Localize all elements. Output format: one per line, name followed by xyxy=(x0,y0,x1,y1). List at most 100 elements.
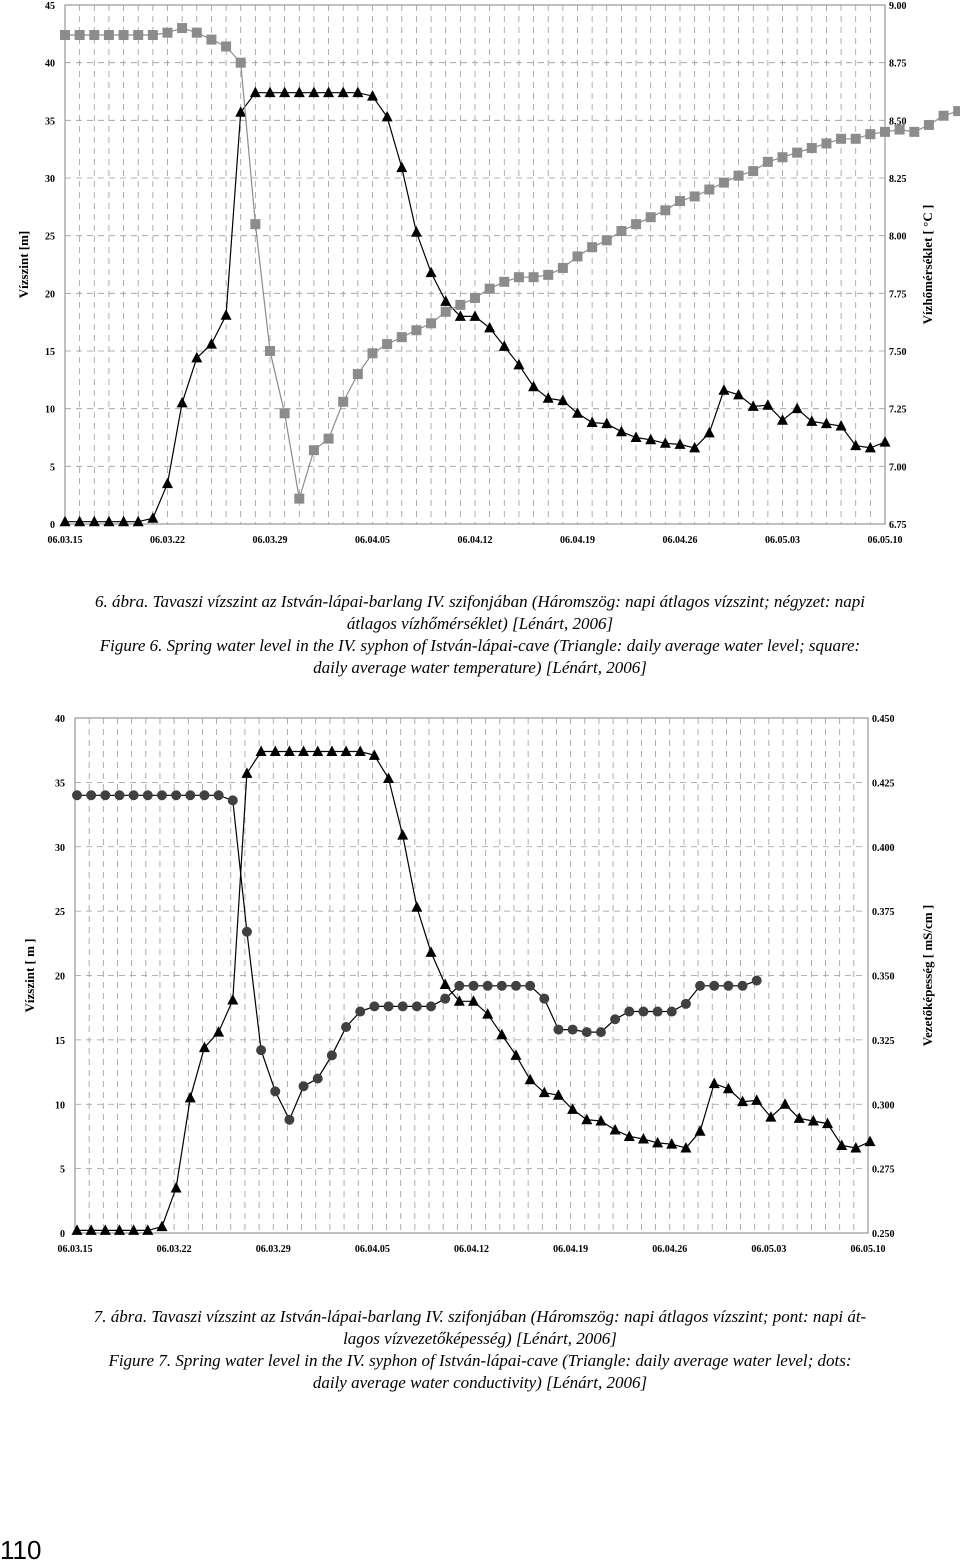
y2-tick-label: 9.00 xyxy=(889,1,907,12)
data-point-dot xyxy=(326,1050,337,1061)
data-point-triangle xyxy=(666,1138,678,1149)
data-point-square xyxy=(587,242,598,253)
x-tick-label: 06.03.22 xyxy=(157,1244,192,1255)
data-point-square xyxy=(484,283,495,294)
data-point-dot xyxy=(723,980,734,991)
data-point-triangle xyxy=(864,1135,876,1147)
data-point-square xyxy=(352,369,363,380)
data-point-triangle xyxy=(694,1125,706,1136)
y-tick-label: 30 xyxy=(55,843,65,854)
data-point-square xyxy=(294,493,305,504)
data-point-dot xyxy=(100,790,111,801)
y-tick-label: 30 xyxy=(45,174,55,185)
data-point-dot xyxy=(341,1022,352,1032)
data-point-triangle xyxy=(864,441,876,453)
y2-tick-label: 7.25 xyxy=(889,405,907,416)
x-tick-label: 06.03.15 xyxy=(48,535,83,546)
data-point-triangle xyxy=(162,477,173,489)
data-point-triangle xyxy=(323,86,335,98)
data-point-triangle xyxy=(184,1091,196,1103)
data-point-triangle xyxy=(425,266,437,278)
y2-tick-label: 8.00 xyxy=(889,232,907,243)
y2-tick-label: 8.50 xyxy=(889,116,907,127)
data-point-square xyxy=(89,29,100,40)
data-point-triangle xyxy=(615,425,627,437)
data-point-square xyxy=(572,251,583,262)
caption-line: lagos vízvezetőképesség) [Lénárt, 2006] xyxy=(343,1329,617,1348)
data-point-square xyxy=(162,27,173,38)
data-point-dot xyxy=(355,1006,366,1017)
data-point-triangle xyxy=(340,745,352,756)
data-point-square xyxy=(850,133,861,144)
data-point-dot xyxy=(213,790,224,801)
data-point-triangle xyxy=(59,515,71,527)
y-tick-label: 5 xyxy=(60,1165,65,1176)
x-tick-label: 06.03.22 xyxy=(150,535,185,546)
data-point-triangle xyxy=(820,417,832,429)
data-point-triangle xyxy=(793,1112,805,1123)
y2-tick-label: 0.275 xyxy=(872,1165,895,1176)
data-point-square xyxy=(74,29,85,40)
data-point-triangle xyxy=(235,106,247,117)
y-tick-label: 10 xyxy=(55,1100,65,1111)
data-point-dot xyxy=(411,1001,422,1012)
data-point-triangle xyxy=(659,437,671,448)
data-point-triangle xyxy=(747,400,759,411)
data-point-square xyxy=(557,262,568,273)
data-point-triangle xyxy=(397,829,409,840)
data-point-triangle xyxy=(469,310,481,321)
figure-7-caption: 7. ábra. Tavaszi vízszint az István-lápa… xyxy=(0,1306,960,1394)
data-point-triangle xyxy=(836,1139,848,1150)
data-point-triangle xyxy=(367,90,378,101)
data-point-square xyxy=(806,143,817,154)
y-tick-label: 35 xyxy=(55,778,65,789)
x-tick-label: 06.04.26 xyxy=(663,535,698,546)
data-point-dot xyxy=(128,790,139,801)
data-point-triangle xyxy=(777,414,788,425)
data-point-dot xyxy=(369,1001,380,1012)
data-point-square xyxy=(440,306,451,317)
data-point-square xyxy=(147,29,158,40)
data-point-triangle xyxy=(88,515,100,527)
data-point-square xyxy=(953,106,960,117)
data-point-triangle xyxy=(674,438,686,449)
data-point-dot xyxy=(241,926,252,937)
data-point-dot xyxy=(72,790,82,801)
data-point-triangle xyxy=(383,772,395,784)
data-point-triangle xyxy=(791,402,803,414)
data-point-square xyxy=(923,119,934,130)
x-tick-label: 06.03.15 xyxy=(58,1244,93,1255)
data-point-triangle xyxy=(737,1095,749,1107)
data-point-triangle xyxy=(538,1086,550,1098)
data-point-triangle xyxy=(425,946,437,957)
data-point-triangle xyxy=(176,396,188,408)
caption-line: Figure 7. Spring water level in the IV. … xyxy=(108,1351,852,1370)
y-tick-label: 10 xyxy=(45,405,55,416)
data-point-triangle xyxy=(680,1142,692,1153)
data-point-square xyxy=(279,408,290,419)
data-point-dot xyxy=(383,1001,394,1012)
data-point-triangle xyxy=(718,384,730,395)
y2-tick-label: 7.50 xyxy=(889,347,907,358)
y2-tick-label: 7.75 xyxy=(889,289,907,300)
data-point-triangle xyxy=(142,1224,154,1235)
data-point-triangle xyxy=(241,767,253,778)
data-point-triangle xyxy=(283,745,295,756)
data-point-dot xyxy=(595,1027,606,1038)
data-point-triangle xyxy=(269,745,281,756)
data-point-dot xyxy=(312,1073,323,1084)
data-point-square xyxy=(426,318,437,329)
data-point-triangle xyxy=(601,417,613,429)
data-point-triangle xyxy=(255,745,267,756)
data-point-triangle xyxy=(440,295,452,306)
data-point-dot xyxy=(539,993,550,1004)
y-axis-title: Vízszint [m] xyxy=(16,231,31,299)
data-point-triangle xyxy=(337,86,349,98)
y2-axis-title: Vízhőmérséklet [ °C ] xyxy=(920,205,935,325)
data-point-dot xyxy=(468,980,479,991)
data-point-dot xyxy=(227,795,238,806)
data-point-triangle xyxy=(498,340,510,351)
data-point-dot xyxy=(737,980,748,991)
data-point-triangle xyxy=(751,1094,763,1105)
data-point-square xyxy=(235,57,246,68)
